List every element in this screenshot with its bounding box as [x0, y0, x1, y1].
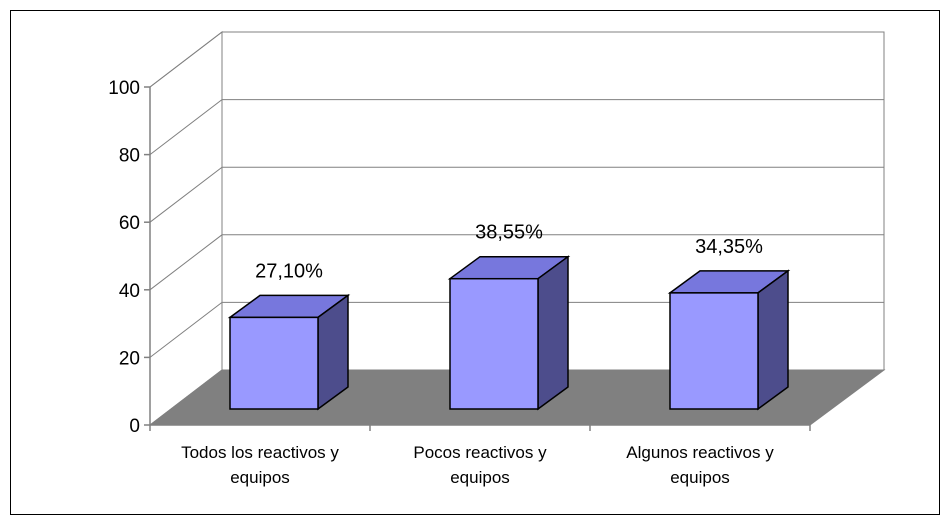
x-category-label: Todos los reactivos y	[181, 443, 339, 462]
side-wall	[149, 30, 223, 427]
bar-1	[227, 293, 351, 411]
data-label: 34,35%	[695, 236, 763, 258]
gridline	[149, 234, 884, 291]
data-label: 38,55%	[475, 222, 543, 244]
bar-side	[537, 255, 569, 411]
x-category-label: Pocos reactivos y	[413, 443, 547, 462]
y-tick-label: 60	[119, 213, 140, 234]
bar-front	[669, 292, 759, 410]
gridline	[149, 31, 884, 88]
y-tick-label: 0	[129, 416, 140, 437]
bar-2	[447, 255, 571, 411]
x-category-label: equipos	[670, 468, 730, 487]
gridline	[149, 99, 884, 155]
data-label: 27,10%	[255, 260, 323, 282]
bar-side	[757, 269, 789, 411]
bar-front	[229, 316, 319, 410]
bar-3	[667, 269, 791, 411]
y-tick-label: 80	[119, 146, 140, 167]
gridline	[149, 166, 884, 223]
y-tick-label: 100	[108, 78, 140, 99]
y-tick-label: 40	[119, 281, 140, 302]
gridline	[149, 301, 884, 358]
bar-front	[449, 277, 539, 410]
x-category-label: equipos	[450, 468, 510, 487]
x-category-label: Algunos reactivos y	[626, 443, 774, 462]
x-category-label: equipos	[230, 468, 290, 487]
y-tick-label: 20	[119, 348, 140, 369]
